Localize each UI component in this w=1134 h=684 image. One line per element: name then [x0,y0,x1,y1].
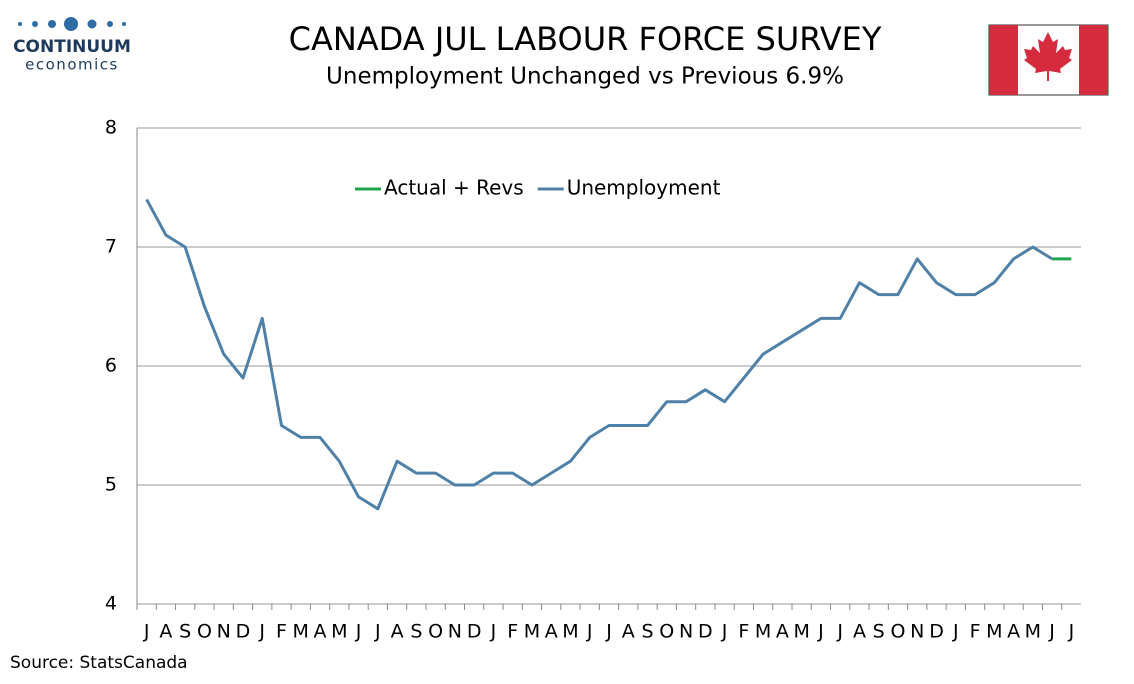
y-tick-label: 6 [105,355,117,377]
x-tick-label: F [738,621,749,643]
y-tick-label: 7 [105,236,117,258]
x-tick-label: A [1007,621,1020,643]
x-tick-label: O [197,621,212,643]
x-tick-label: A [622,621,635,643]
x-tick-label: O [890,621,905,643]
x-tick-label: N [448,621,462,643]
x-tick-label: D [698,621,713,643]
y-tick-label: 8 [105,117,117,139]
x-tick-label: S [873,621,885,643]
x-tick-label: J [490,621,497,643]
x-tick-label: F [970,621,981,643]
source: Source: StatsCanada [10,653,188,673]
x-tick-label: M [524,621,540,643]
x-tick-label: S [179,621,191,643]
x-tick-label: N [217,621,231,643]
x-tick-label: M [1025,621,1041,643]
x-tick-label: S [641,621,653,643]
x-tick-label: A [545,621,558,643]
x-tick-label: M [293,621,309,643]
x-tick-label: A [159,621,172,643]
x-tick-label: F [507,621,518,643]
x-tick-label: O [428,621,443,643]
x-tick-label: J [143,621,150,643]
x-tick-label: N [679,621,693,643]
x-tick-label: J [952,621,959,643]
x-tick-label: M [793,621,809,643]
x-tick-label: M [331,621,347,643]
flag [988,24,1109,96]
x-tick-label: N [910,621,924,643]
x-tick-label: D [929,621,944,643]
x-tick-label: D [467,621,482,643]
logo-tagline: economics [25,56,119,74]
y-tick-label: 5 [105,474,117,496]
x-tick-label: A [391,621,404,643]
x-tick-label: A [314,621,327,643]
x-tick-label: J [355,621,362,643]
x-tick-label: J [374,621,381,643]
x-tick-label: M [755,621,771,643]
x-tick-label: J [1048,621,1055,643]
logo: CONTINUUM economics [13,17,131,74]
x-tick-label: D [236,621,251,643]
x-tick-label: J [605,621,612,643]
x-tick-label: J [586,621,593,643]
line [145,198,1053,511]
chart-title: CANADA JUL LABOUR FORCE SURVEY [289,20,882,58]
x-tick-label: J [817,621,824,643]
y-tick-label: 4 [105,593,117,615]
x-tick-label: A [776,621,789,643]
x-tick-label: J [258,621,265,643]
x-tick-label: S [410,621,422,643]
x-tick-label: J [836,621,843,643]
chart-subtitle: Unemployment Unchanged vs Previous 6.9% [326,64,844,90]
logo-name: CONTINUUM [13,37,131,57]
x-tick-label: F [276,621,287,643]
x-tick-label: M [562,621,578,643]
x-tick-label: J [721,621,728,643]
legend-label: Actual + Revs [384,176,524,200]
x-tick-label: O [659,621,674,643]
legend-label: Unemployment [567,176,721,200]
x-tick-label: A [853,621,866,643]
x-tick-label: M [986,621,1002,643]
x-tick-label: J [1068,621,1075,643]
